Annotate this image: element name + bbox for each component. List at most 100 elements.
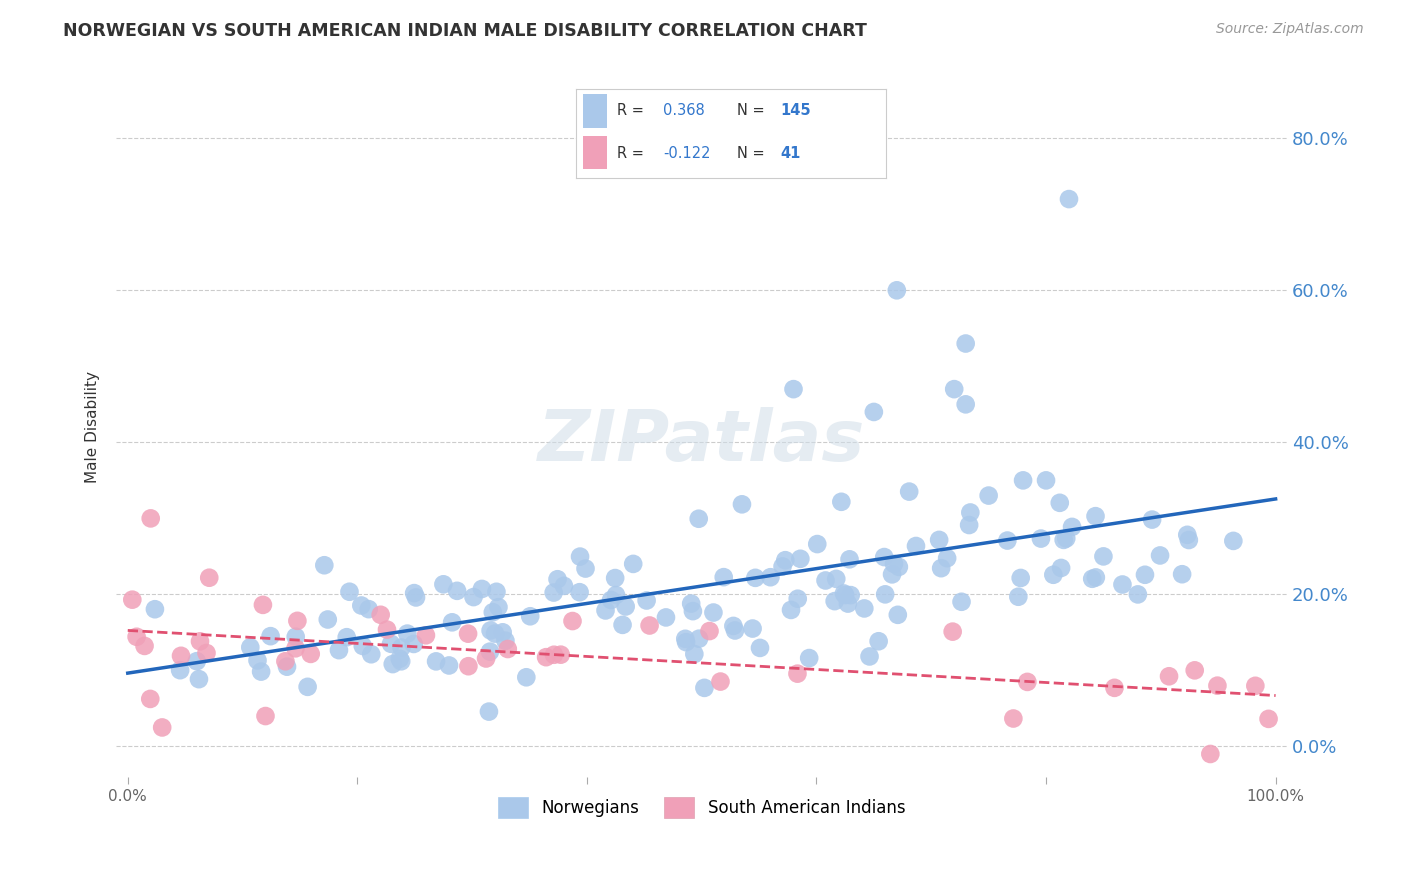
Point [139, 511, 162, 525]
Point [561, 614, 583, 628]
Point [957, 518, 980, 533]
Point [534, 650, 557, 665]
Point [942, 624, 965, 639]
Point [250, 665, 273, 679]
Point [479, 624, 502, 638]
Point [772, 559, 794, 574]
Point [568, 585, 591, 599]
Point [883, 557, 905, 571]
Point [713, 570, 735, 584]
Point [1140, 512, 1163, 526]
Text: 41: 41 [780, 146, 801, 161]
Point [485, 584, 508, 599]
Point [799, 651, 821, 665]
Point [121, 592, 143, 607]
Point [1184, 664, 1206, 678]
Point [195, 646, 218, 660]
Bar [582, 94, 607, 128]
Point [246, 653, 269, 667]
Point [612, 618, 634, 632]
Point [943, 382, 966, 396]
Point [886, 283, 908, 297]
Point [858, 649, 880, 664]
Point [457, 659, 479, 673]
Point [488, 600, 510, 615]
Point [955, 397, 977, 411]
Point [682, 604, 704, 618]
Point [339, 584, 361, 599]
Point [360, 647, 382, 661]
Point [936, 551, 959, 566]
Point [574, 561, 596, 575]
Point [853, 601, 876, 615]
Point [550, 648, 572, 662]
Legend: Norwegians, South American Indians: Norwegians, South American Indians [492, 791, 912, 824]
Text: R =: R = [617, 103, 648, 118]
Point [959, 506, 981, 520]
Point [1042, 567, 1064, 582]
Point [786, 591, 808, 606]
Point [782, 382, 804, 396]
Point [402, 637, 425, 651]
Point [744, 571, 766, 585]
Point [605, 588, 627, 602]
Point [284, 641, 307, 656]
Point [699, 624, 721, 638]
Point [478, 705, 501, 719]
Point [928, 533, 950, 547]
Point [825, 572, 848, 586]
Point [1049, 496, 1071, 510]
Point [352, 639, 374, 653]
Point [837, 597, 859, 611]
Point [1257, 712, 1279, 726]
Point [1060, 520, 1083, 534]
Point [1035, 474, 1057, 488]
Point [188, 672, 211, 686]
Text: N =: N = [737, 146, 769, 161]
Point [904, 539, 927, 553]
Point [898, 484, 921, 499]
Point [492, 625, 515, 640]
Point [1157, 669, 1180, 683]
Text: 145: 145 [780, 103, 811, 118]
Point [995, 533, 1018, 548]
Point [415, 628, 437, 642]
Point [1084, 570, 1107, 584]
Point [1133, 567, 1156, 582]
Point [1199, 747, 1222, 761]
Point [471, 582, 494, 596]
Point [446, 583, 468, 598]
Point [789, 551, 811, 566]
Point [143, 602, 166, 616]
Point [1050, 561, 1073, 575]
Point [370, 607, 392, 622]
Point [297, 680, 319, 694]
Point [496, 642, 519, 657]
Y-axis label: Male Disability: Male Disability [86, 371, 100, 483]
Point [605, 571, 627, 585]
Text: N =: N = [737, 103, 769, 118]
Point [380, 637, 402, 651]
Point [463, 590, 485, 604]
Point [683, 647, 706, 661]
Point [336, 630, 359, 644]
Point [1012, 474, 1035, 488]
Point [830, 495, 852, 509]
Point [1057, 192, 1080, 206]
Point [731, 497, 754, 511]
Point [875, 587, 897, 601]
Point [655, 610, 678, 624]
Point [1010, 571, 1032, 585]
Point [150, 721, 173, 735]
Point [314, 558, 336, 573]
Point [709, 674, 731, 689]
Point [873, 550, 896, 565]
Point [239, 640, 262, 655]
Point [482, 605, 505, 619]
Point [600, 593, 623, 607]
Point [252, 598, 274, 612]
Point [457, 626, 479, 640]
Point [702, 606, 724, 620]
Point [316, 613, 339, 627]
Point [198, 571, 221, 585]
